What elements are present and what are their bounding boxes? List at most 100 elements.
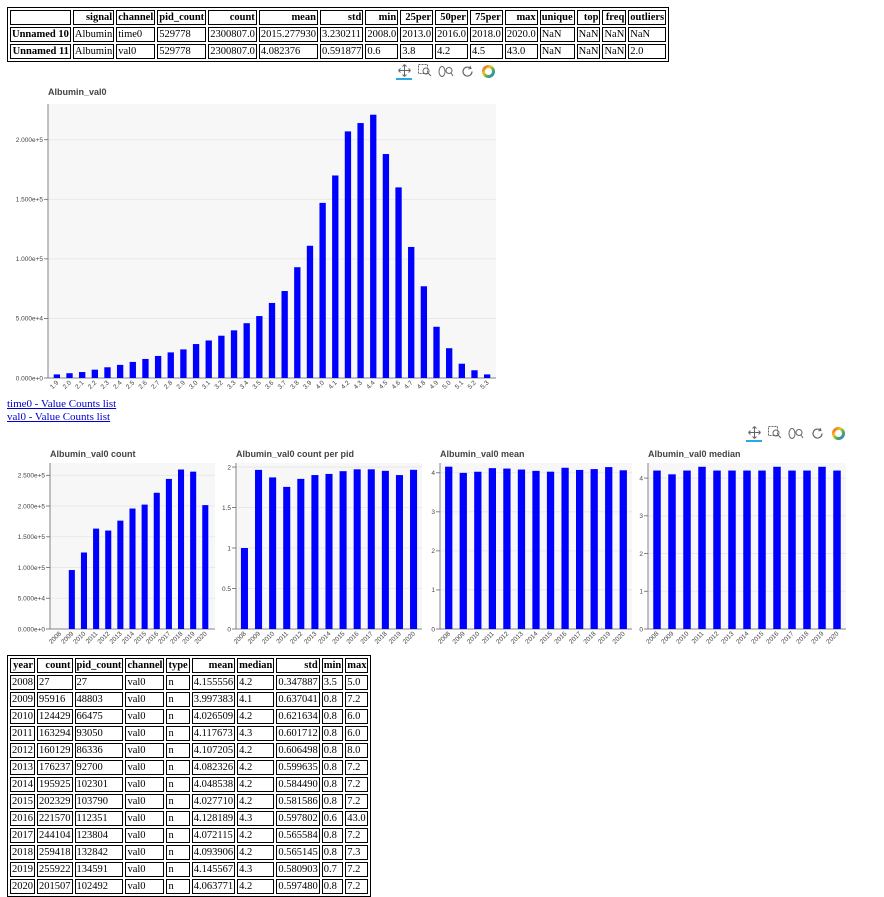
x-tick-label: 3.4	[239, 379, 251, 391]
column-header: count	[208, 10, 257, 25]
bar	[561, 468, 568, 629]
table-cell: 7.2	[345, 828, 368, 843]
bar	[332, 175, 338, 378]
bokeh-logo-icon[interactable]	[480, 63, 496, 79]
table-cell: 2300807.0	[208, 44, 257, 59]
table-cell: NaN	[540, 27, 575, 42]
table-cell: 7.2	[345, 777, 368, 792]
x-tick-label: 4.4	[365, 379, 377, 391]
bar	[155, 356, 161, 378]
column-header: channel	[116, 10, 155, 25]
bokeh-logo-icon[interactable]	[830, 425, 846, 441]
table-cell: 0.347887	[276, 675, 319, 690]
bar	[445, 467, 452, 629]
table-cell: 0.601712	[276, 726, 319, 741]
table-cell: 2020	[10, 879, 35, 894]
table-cell: 2018.0	[470, 27, 503, 42]
bar	[218, 336, 224, 378]
table-cell: 4.107205	[192, 743, 235, 758]
y-tick-label: 2.000e+5	[18, 503, 46, 510]
table-cell: Albumin	[73, 27, 114, 42]
y-tick-label: 2	[431, 548, 435, 555]
bar	[66, 373, 72, 378]
bar	[69, 570, 75, 629]
x-tick-label: 2.8	[163, 379, 175, 391]
x-tick-label: 2011	[481, 630, 496, 645]
table-cell: val0	[125, 675, 164, 690]
x-tick-label: 4.2	[340, 379, 352, 391]
x-tick-label: 2017	[780, 630, 795, 645]
y-tick-label: 1	[431, 587, 435, 594]
table-cell: 0.565584	[276, 828, 319, 843]
table-cell: 255922	[37, 862, 73, 877]
bar	[129, 509, 135, 629]
wheel-zoom-icon[interactable]	[788, 425, 804, 441]
table-cell: val0	[125, 760, 164, 775]
table-cell: val0	[125, 709, 164, 724]
x-tick-label: 2017	[360, 630, 375, 645]
x-tick-label: 2016	[345, 630, 360, 645]
toolbar-main	[396, 61, 496, 81]
table-cell: NaN	[577, 44, 601, 59]
table-cell: val0	[125, 794, 164, 809]
table-cell: n	[166, 794, 189, 809]
table-cell: 0.597480	[276, 879, 319, 894]
reset-icon[interactable]	[459, 63, 475, 79]
bar	[395, 187, 401, 378]
y-tick-label: 1	[639, 589, 643, 596]
bar	[683, 471, 691, 629]
table-cell: 134591	[75, 862, 124, 877]
x-tick-label: 2.4	[112, 379, 124, 391]
x-tick-label: 2017	[568, 630, 583, 645]
table-cell: 4.093906	[192, 845, 235, 860]
x-tick-label: 4.7	[403, 379, 415, 391]
link-val0-value-counts[interactable]: val0 - Value Counts list	[7, 411, 110, 423]
bar	[728, 471, 736, 629]
x-tick-label: 2016	[553, 630, 568, 645]
table-cell: 2008	[10, 675, 35, 690]
table-cell: 529778	[157, 27, 206, 42]
table-cell: 0.621634	[276, 709, 319, 724]
y-tick-label: 3	[639, 513, 643, 520]
table-cell: val0	[125, 845, 164, 860]
y-tick-label: 0	[639, 626, 643, 633]
x-tick-label: 2008	[233, 630, 248, 645]
x-tick-label: 2015	[539, 630, 554, 645]
table-cell: 0.597802	[276, 811, 319, 826]
y-tick-label: 3	[431, 509, 435, 516]
y-tick-label: 5.000e+4	[18, 596, 46, 603]
table-cell: 93050	[75, 726, 124, 741]
pan-icon[interactable]	[396, 62, 412, 80]
box-zoom-icon[interactable]	[417, 63, 433, 79]
chart-title: Albumin_val0 mean	[440, 449, 525, 459]
table-cell: 3.230211	[320, 27, 363, 42]
y-tick-label: 5.000e+4	[16, 316, 44, 323]
bar	[93, 529, 99, 629]
x-tick-label: 2010	[675, 630, 690, 645]
bar	[81, 552, 87, 629]
table-cell: 102492	[75, 879, 124, 894]
row-header: Unnamed 10	[10, 27, 71, 42]
link-time0-value-counts[interactable]: time0 - Value Counts list	[7, 398, 116, 410]
y-tick-label: 1.500e+5	[18, 534, 46, 541]
table-cell: 66475	[75, 709, 124, 724]
table-cell: 259418	[37, 845, 73, 860]
table-cell: Albumin	[73, 44, 114, 59]
x-tick-label: 2.0	[62, 379, 74, 391]
wheel-zoom-icon[interactable]	[438, 63, 454, 79]
table-cell: 201507	[37, 879, 73, 894]
table-cell: 2009	[10, 692, 35, 707]
table-cell: n	[166, 862, 189, 877]
bar	[773, 467, 781, 629]
table-cell: 2019	[10, 862, 35, 877]
reset-icon[interactable]	[809, 425, 825, 441]
box-zoom-icon[interactable]	[767, 425, 783, 441]
table-cell: 0.565145	[276, 845, 319, 860]
pan-icon[interactable]	[746, 424, 762, 442]
bar	[281, 291, 287, 378]
